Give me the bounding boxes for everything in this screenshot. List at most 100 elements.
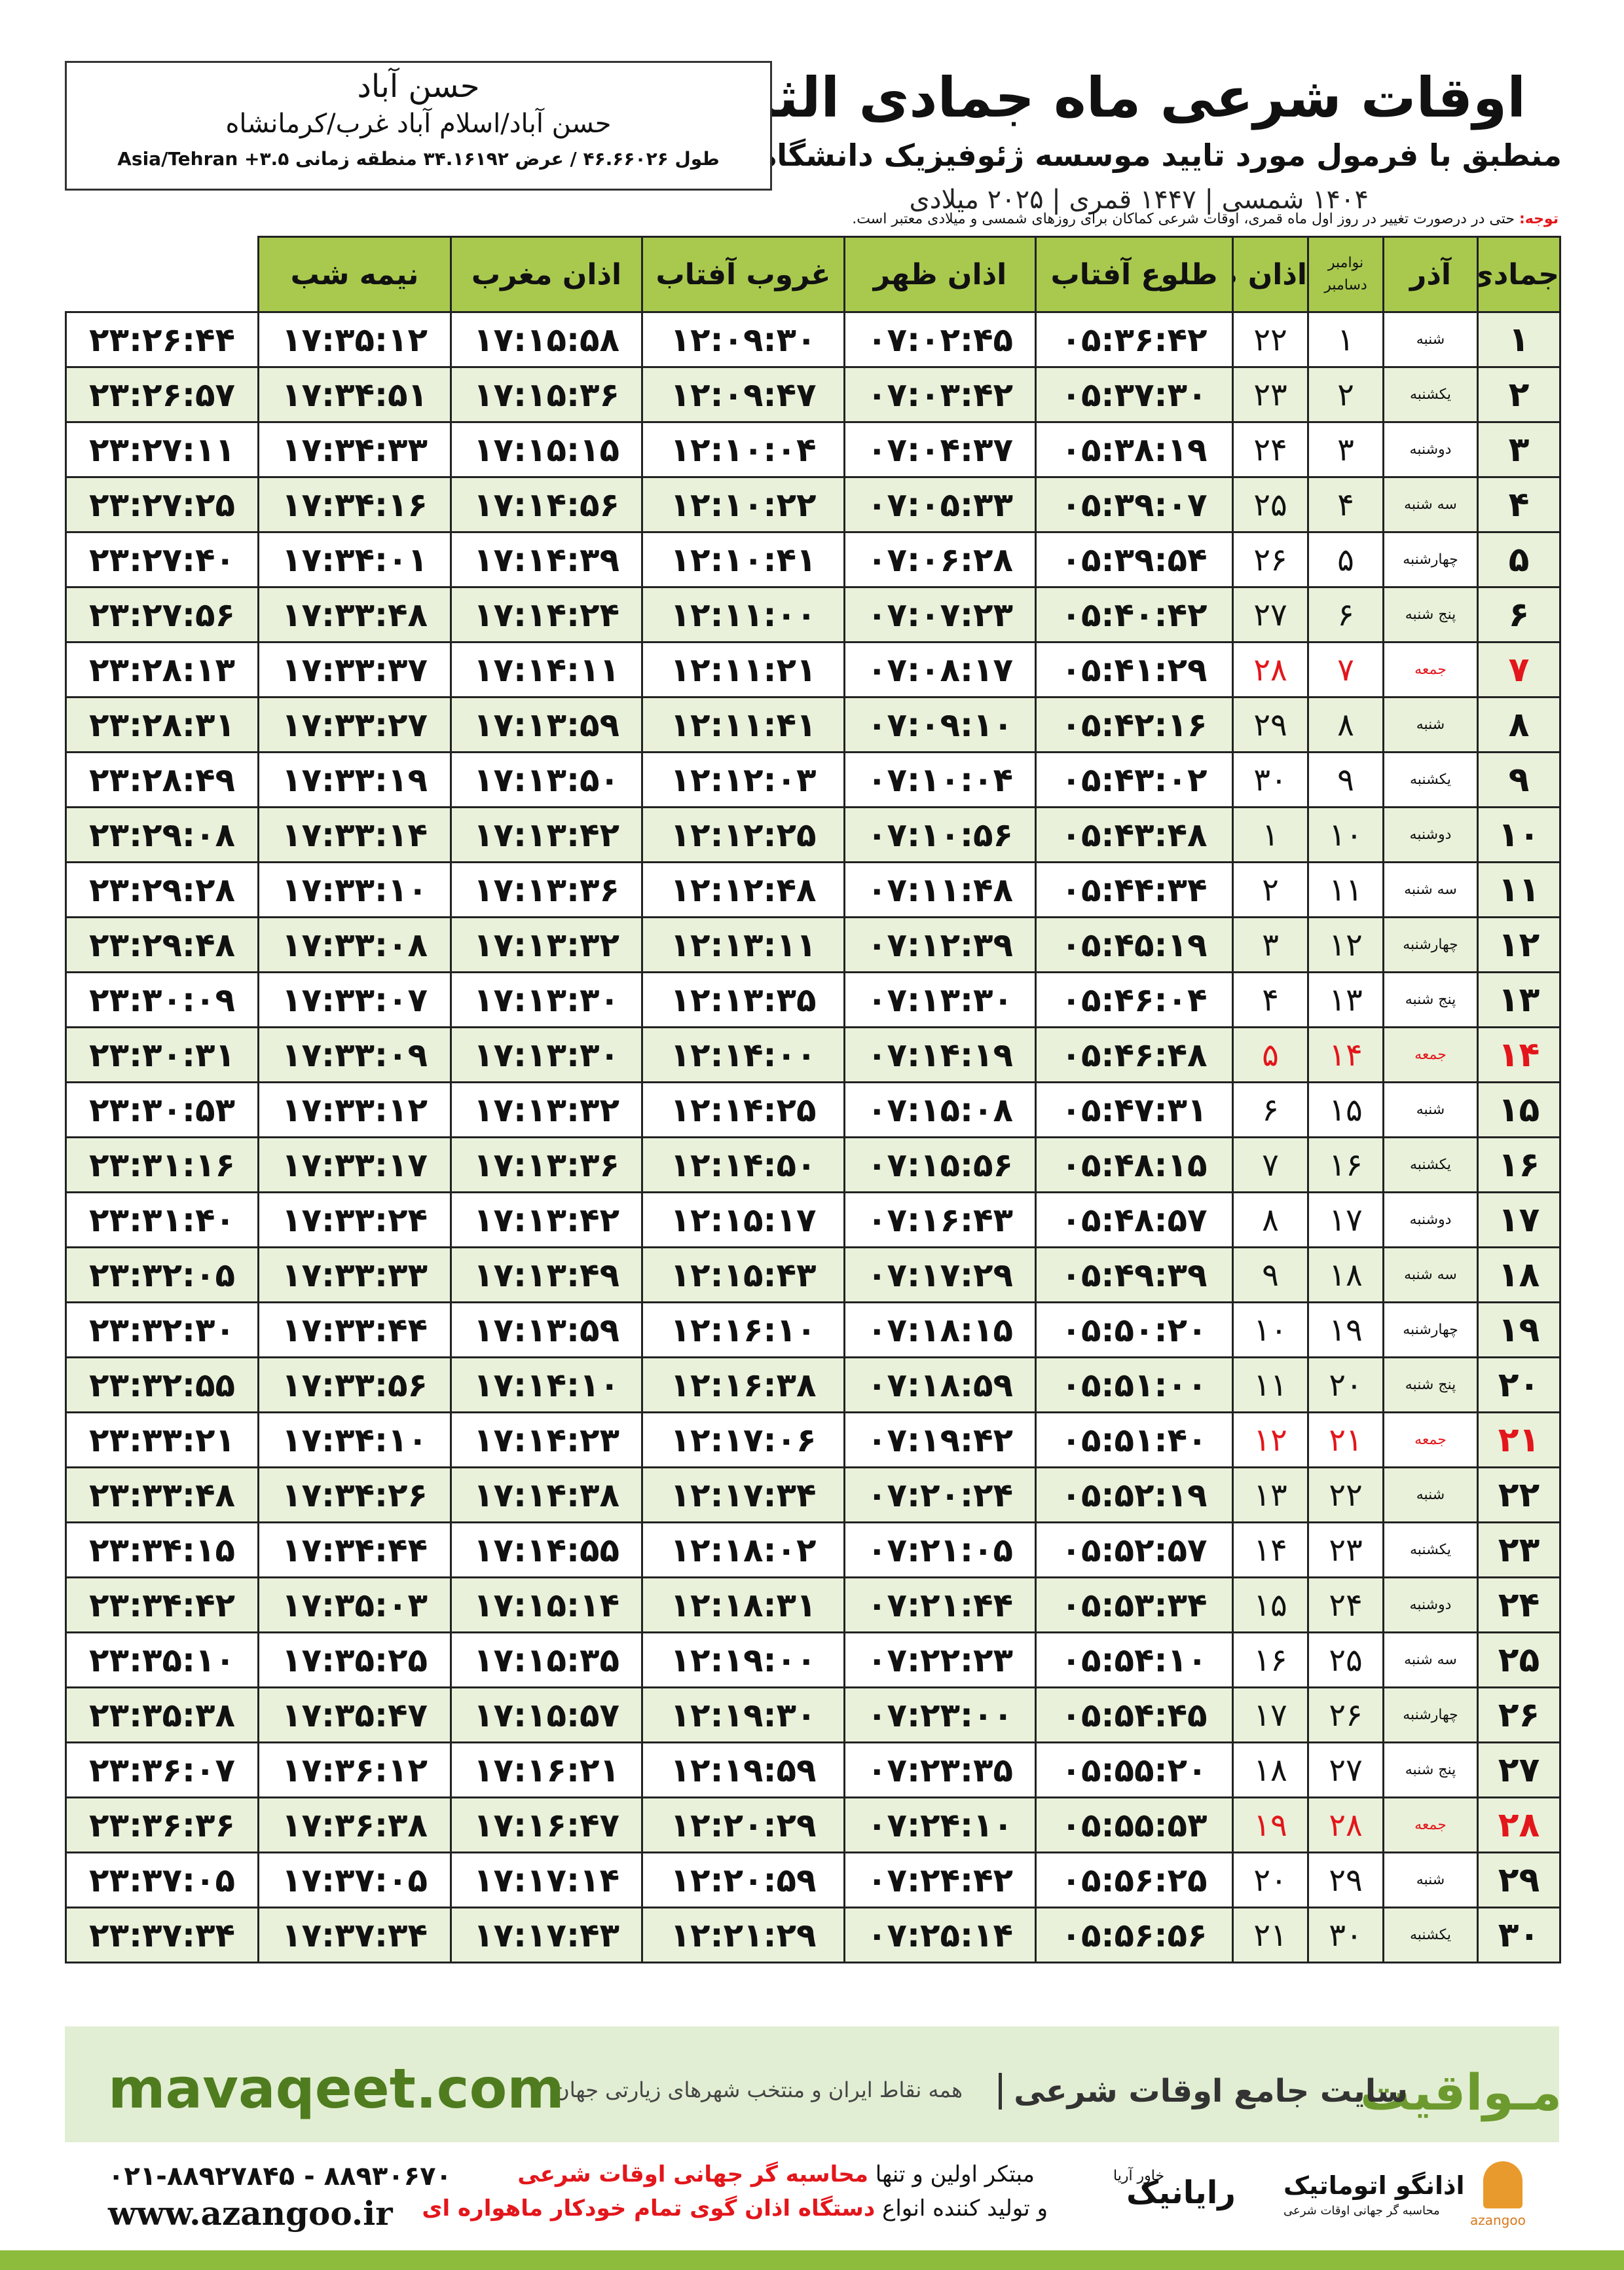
table-cell: ۲۳:۲۶:۴۴: [65, 311, 259, 368]
logo-icon: [1483, 2161, 1522, 2208]
table-cell: ۱۷:۱۴:۳۹: [450, 531, 643, 588]
table-cell: ۲۹: [1477, 1851, 1561, 1908]
header-cell: آذر: [1382, 236, 1479, 313]
table-cell: یکشنبه: [1382, 751, 1479, 808]
table-cell: ۱۲:۱۸:۰۲: [641, 1521, 845, 1578]
table-row: ۱۰ دوشنبه ۱۰ ۱ ۰۵:۴۳:۴۸ ۰۷:۱۰:۵۶ ۱۲:۱۲:۲۵ ۱۷:۱۳…: [65, 806, 1561, 863]
table-cell: ۲۳:۳۱:۴۰: [65, 1191, 259, 1248]
table-cell: ۱۷:۳۳:۱۴: [257, 806, 452, 863]
table-cell: ۲۶: [1307, 1686, 1384, 1743]
table-cell: ۱۷:۳۶:۳۸: [257, 1796, 452, 1853]
table-cell: ۱۷:۳۵:۲۵: [257, 1631, 452, 1688]
table-row: ۱۳ پنج شنبه ۱۳ ۴ ۰۵:۴۶:۰۴ ۰۷:۱۳:۳۰ ۱۲:۱۳:۳۵ ۱۷:…: [65, 971, 1561, 1028]
table-cell: ۱۷:۳۵:۰۳: [257, 1576, 452, 1633]
header-row: جمادی الثانیآذر نوامبر دسامبر اذان صبحطلوع …: [66, 236, 1561, 313]
table-cell: ۰۷:۱۱:۴۸: [843, 861, 1037, 918]
header-cell: اذان مغرب: [450, 236, 643, 313]
table-cell: جمعه: [1382, 641, 1479, 698]
table-cell: ۰۵:۴۴:۳۴: [1035, 861, 1234, 918]
table-cell: ۲۵: [1477, 1631, 1561, 1688]
table-cell: ۱۷:۱۵:۵۸: [450, 311, 643, 368]
table-cell: ۲۲: [1477, 1466, 1561, 1523]
table-cell: ۱۵: [1477, 1081, 1561, 1138]
table-cell: ۰۷:۰۸:۱۷: [843, 641, 1037, 698]
table-cell: ۰۵:۴۸:۱۵: [1035, 1136, 1234, 1193]
table-cell: ۰۷:۱۰:۵۶: [843, 806, 1037, 863]
table-cell: ۱۲:۱۲:۰۳: [641, 751, 845, 808]
table-cell: ۱۲:۱۶:۱۰: [641, 1301, 845, 1358]
table-cell: ۱۹: [1477, 1301, 1561, 1358]
table-cell: ۲۳: [1307, 1521, 1384, 1578]
table-cell: جمعه: [1382, 1026, 1479, 1083]
table-row: ۱۸ سه شنبه ۱۸ ۹ ۰۵:۴۹:۳۹ ۰۷:۱۷:۲۹ ۱۲:۱۵:۴۳ ۱۷:۱…: [65, 1246, 1561, 1303]
header-sub: دسامبر: [1324, 277, 1367, 293]
table-cell: جمعه: [1382, 1796, 1479, 1853]
footer-highlight: محاسبه گر جهانی اوقات شرعی: [517, 2161, 868, 2187]
table-cell: ۱۲: [1477, 916, 1561, 973]
logo-sub: محاسبه گر جهانی اوقات شرعی: [1283, 2204, 1440, 2218]
table-cell: ۲۳:۲۸:۱۳: [65, 641, 259, 698]
table-cell: ۱۷:۱۳:۳۰: [450, 1026, 643, 1083]
table-cell: ۲۳:۳۴:۱۵: [65, 1521, 259, 1578]
table-cell: ۱۷:۳۴:۵۱: [257, 366, 452, 423]
table-cell: ۱۷:۳۳:۱۲: [257, 1081, 452, 1138]
table-row: ۲۴ دوشنبه ۲۴ ۱۵ ۰۵:۵۳:۳۴ ۰۷:۲۱:۴۴ ۱۲:۱۸:۳۱ ۱۷:۱…: [65, 1576, 1561, 1633]
table-cell: ۱۲:۱۹:۳۰: [641, 1686, 845, 1743]
table-cell: ۲۸: [1232, 641, 1309, 698]
table-row: ۳۰ یکشنبه ۳۰ ۲۱ ۰۵:۵۶:۵۶ ۰۷:۲۵:۱۴ ۱۲:۲۱:۲۹ ۱۷:۱…: [65, 1907, 1561, 1963]
table-cell: ۲۳:۲۷:۵۶: [65, 586, 259, 643]
banner: [65, 2026, 1559, 2142]
table-cell: ۱۲:۱۳:۱۱: [641, 916, 845, 973]
table-cell: ۰۷:۲۴:۱۰: [843, 1796, 1037, 1853]
footer-highlight: دستگاه اذان گوی تمام خودکار ماهواره ای: [422, 2195, 876, 2222]
table-cell: ۱۷:۱۳:۳۲: [450, 1081, 643, 1138]
table-cell: ۲۴: [1232, 421, 1309, 478]
logo-sub: خاور آریا: [1113, 2168, 1165, 2184]
table-cell: ۰۵:۴۵:۱۹: [1035, 916, 1234, 973]
table-cell: پنج شنبه: [1382, 586, 1479, 643]
table-cell: ۰۵:۵۵:۵۳: [1035, 1796, 1234, 1853]
table-cell: ۱۲:۱۶:۳۸: [641, 1356, 845, 1413]
table-row: ۴ سه شنبه ۴ ۲۵ ۰۵:۳۹:۰۷ ۰۷:۰۵:۳۳ ۱۲:۱۰:۲۲ ۱۷:۱۴…: [65, 476, 1561, 533]
table-cell: ۳: [1477, 421, 1561, 478]
table-cell: ۱۷:۱۷:۱۴: [450, 1851, 643, 1908]
table-cell: ۱۷:۱۴:۱۱: [450, 641, 643, 698]
table-cell: ۱۴: [1307, 1026, 1384, 1083]
prayer-table: جمادی الثانیآذر نوامبر دسامبر اذان صبحطلوع …: [65, 236, 1561, 1963]
table-cell: ۲۳:۳۱:۱۶: [65, 1136, 259, 1193]
table-cell: ۰۷:۲۳:۰۰: [843, 1686, 1037, 1743]
table-cell: چهارشنبه: [1382, 1686, 1479, 1743]
table-cell: ۱۷: [1477, 1191, 1561, 1248]
table-row: ۲۵ سه شنبه ۲۵ ۱۶ ۰۵:۵۴:۱۰ ۰۷:۲۲:۲۳ ۱۲:۱۹:۰۰ ۱۷:…: [65, 1631, 1561, 1688]
banner-url[interactable]: mavaqeet.com: [108, 2056, 564, 2121]
table-cell: ۲۳:۲۹:۴۸: [65, 916, 259, 973]
website[interactable]: www.azangoo.ir: [108, 2194, 393, 2233]
table-cell: ۲۴: [1307, 1576, 1384, 1633]
table-cell: ۲۳:۲۸:۴۹: [65, 751, 259, 808]
table-cell: ۱۸: [1232, 1741, 1309, 1798]
table-cell: ۱۷:۳۳:۲۴: [257, 1191, 452, 1248]
table-cell: ۰۷:۰۹:۱۰: [843, 696, 1037, 753]
table-cell: ۰۷:۲۱:۴۴: [843, 1576, 1037, 1633]
table-cell: ۰۵:۴۷:۳۱: [1035, 1081, 1234, 1138]
table-cell: ۲۳:۳۵:۱۰: [65, 1631, 259, 1688]
table-cell: ۱۲:۱۷:۳۴: [641, 1466, 845, 1523]
table-cell: ۲۳:۳۳:۴۸: [65, 1466, 259, 1523]
table-cell: ۱۹: [1307, 1301, 1384, 1358]
table-cell: ۲۳:۳۰:۳۱: [65, 1026, 259, 1083]
table-cell: ۲۹: [1232, 696, 1309, 753]
table-cell: ۱۷:۱۴:۳۸: [450, 1466, 643, 1523]
table-cell: ۱۴: [1477, 1026, 1561, 1083]
table-cell: ۲۸: [1477, 1796, 1561, 1853]
table-cell: ۱۲:۲۰:۵۹: [641, 1851, 845, 1908]
table-cell: ۱۷:۱۴:۲۴: [450, 586, 643, 643]
location-box: حسن آباد حسن آباد/اسلام آباد غرب/کرمانشا…: [65, 61, 772, 191]
table-cell: ۷: [1232, 1136, 1309, 1193]
table-cell: ۰۷:۲۰:۲۴: [843, 1466, 1037, 1523]
table-cell: شنبه: [1382, 696, 1479, 753]
table-cell: ۱۷:۳۴:۴۴: [257, 1521, 452, 1578]
table-cell: ۰۵:۳۷:۳۰: [1035, 366, 1234, 423]
table-cell: ۱۲:۱۰:۴۱: [641, 531, 845, 588]
table-cell: ۱۷:۳۴:۱۶: [257, 476, 452, 533]
table-row: ۱۲ چهارشنبه ۱۲ ۳ ۰۵:۴۵:۱۹ ۰۷:۱۲:۳۹ ۱۲:۱۳:۱۱ ۱۷:…: [65, 916, 1561, 973]
